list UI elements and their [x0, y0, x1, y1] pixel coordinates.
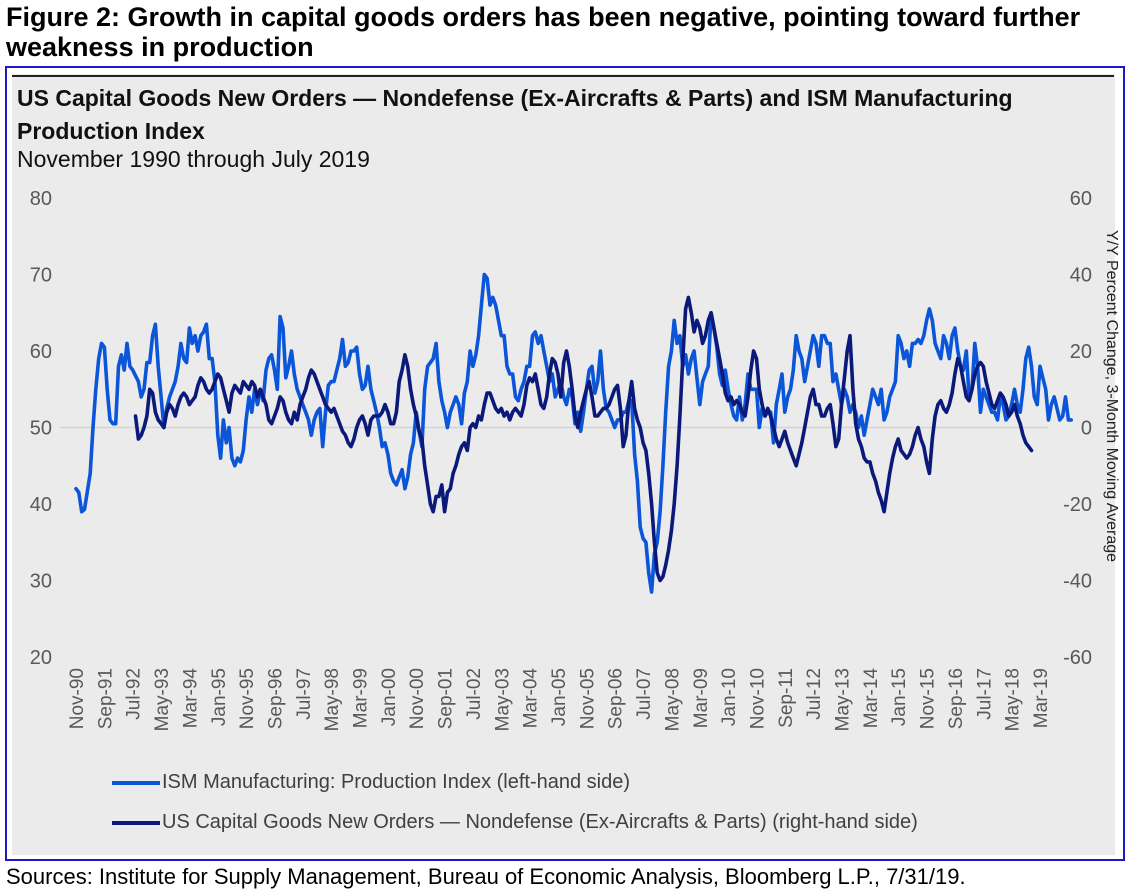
- left-y-tick-label: 30: [30, 571, 52, 593]
- series-line-capital-goods-orders: [133, 295, 1034, 583]
- x-tick-label: Jul-92: [124, 668, 145, 720]
- left-y-tick-label: 40: [30, 494, 52, 516]
- right-y-tick-label: 40: [1070, 265, 1092, 287]
- x-tick-label: Mar-14: [861, 668, 882, 729]
- chart-title: US Capital Goods New Orders — Nondefense…: [17, 85, 1013, 144]
- right-y-tick-label: -20: [1063, 494, 1092, 516]
- left-y-tick-label: 80: [30, 188, 52, 210]
- right-axis-title: Y/Y Percent Change, 3-Month Moving Avera…: [1103, 230, 1120, 562]
- right-y-tick-label: 60: [1070, 188, 1092, 210]
- x-tick-label: Jul-02: [464, 668, 485, 720]
- x-tick-label: Jul-97: [294, 668, 315, 720]
- x-tick-label: Mar-94: [180, 668, 201, 729]
- x-tick-label: Jan-95: [209, 668, 230, 726]
- x-tick-label: Mar-99: [351, 668, 372, 728]
- legend-label-capgoods: US Capital Goods New Orders — Nondefense…: [162, 811, 918, 833]
- x-tick-label: Sep-16: [946, 668, 967, 729]
- left-y-tick-label: 60: [30, 341, 52, 363]
- x-tick-label: May-13: [833, 668, 854, 731]
- legend-swatch-ism: [112, 780, 160, 785]
- x-tick-label: May-98: [322, 668, 343, 731]
- left-y-tick-label: 70: [30, 265, 52, 287]
- x-tick-label: Nov-00: [407, 668, 428, 729]
- x-tick-label: Jul-17: [974, 668, 995, 720]
- left-y-tick-label: 20: [30, 647, 52, 669]
- x-tick-label: Jul-07: [634, 668, 655, 720]
- x-tick-label: Sep-06: [606, 668, 627, 729]
- x-tick-label: May-18: [1003, 668, 1024, 731]
- x-tick-label: Nov-90: [67, 668, 88, 729]
- legend-label-ism: ISM Manufacturing: Production Index (lef…: [162, 771, 631, 793]
- x-tick-label: May-08: [662, 668, 683, 731]
- x-tick-label: Sep-11: [776, 668, 797, 728]
- x-tick-label: Sep-91: [95, 668, 116, 729]
- x-tick-label: Nov-15: [918, 668, 939, 729]
- left-y-tick-label: 50: [30, 418, 52, 440]
- x-tick-label: Sep-01: [436, 668, 457, 729]
- right-y-tick-label: 0: [1081, 418, 1092, 440]
- x-tick-label: Mar-04: [521, 668, 542, 729]
- right-y-tick-label: 20: [1070, 341, 1092, 363]
- x-tick-label: Jan-05: [549, 668, 570, 726]
- sources-note: Sources: Institute for Supply Management…: [6, 864, 966, 889]
- legend-swatch-capgoods: [112, 820, 160, 825]
- x-tick-label: Jan-10: [719, 668, 740, 726]
- x-tick-label: Mar-19: [1031, 668, 1052, 728]
- x-tick-label: Jan-00: [379, 668, 400, 726]
- right-y-tick-label: -40: [1063, 571, 1092, 593]
- right-y-tick-label: -60: [1063, 647, 1092, 669]
- legend-item-ism: ISM Manufacturing: Production Index (lef…: [112, 771, 630, 794]
- chart-top-rule: [12, 75, 1114, 77]
- x-tick-label: Mar-09: [691, 668, 712, 728]
- x-tick-label: Nov-95: [237, 668, 258, 729]
- chart-subtitle: November 1990 through July 2019: [17, 146, 370, 172]
- x-tick-label: May-03: [492, 668, 513, 731]
- legend-item-capgoods: US Capital Goods New Orders — Nondefense…: [112, 811, 918, 834]
- x-tick-label: Sep-96: [265, 668, 286, 729]
- series-line-ism-production: [74, 272, 1073, 594]
- x-tick-label: Jul-12: [804, 668, 825, 720]
- figure-title: Figure 2: Growth in capital goods orders…: [6, 2, 1081, 62]
- x-tick-label: Nov-05: [577, 668, 598, 729]
- x-tick-label: Jan-15: [889, 668, 910, 726]
- x-tick-label: Nov-10: [747, 668, 768, 729]
- x-tick-label: May-93: [152, 668, 173, 731]
